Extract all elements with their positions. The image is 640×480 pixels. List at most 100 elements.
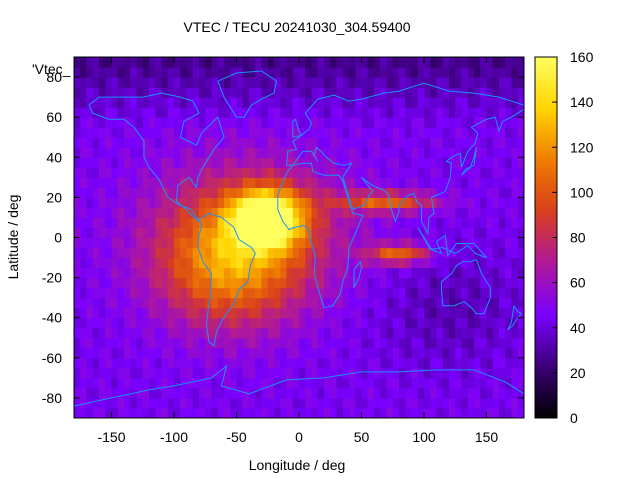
heatmap-cell — [467, 377, 475, 389]
heatmap-cell — [211, 347, 219, 359]
heatmap-cell — [492, 207, 500, 219]
heatmap-cell — [205, 207, 213, 219]
heatmap-cell — [180, 67, 188, 78]
heatmap-cell — [80, 257, 88, 269]
heatmap-cell — [442, 257, 450, 269]
heatmap-cell — [167, 377, 175, 389]
heatmap-cell — [499, 237, 506, 249]
heatmap-cell — [411, 377, 419, 389]
heatmap-cell — [492, 257, 500, 269]
heatmap-cell — [286, 167, 294, 178]
heatmap-cell — [317, 367, 325, 379]
heatmap-cell — [142, 127, 150, 138]
heatmap-cell — [105, 297, 113, 309]
heatmap-cell — [167, 267, 175, 279]
heatmap-cell — [230, 247, 238, 259]
heatmap-cell — [149, 227, 156, 239]
heatmap-cell — [167, 347, 175, 359]
heatmap-cell — [442, 397, 450, 409]
heatmap-cell — [399, 167, 406, 178]
heatmap-cell — [255, 397, 263, 409]
heatmap-cell — [405, 147, 413, 158]
heatmap-cell — [205, 147, 213, 158]
heatmap-cell — [117, 397, 125, 409]
heatmap-cell — [342, 117, 350, 128]
heatmap-cell — [349, 97, 356, 108]
coastline — [292, 118, 303, 138]
heatmap-cell — [167, 157, 175, 168]
heatmap-cell — [111, 257, 119, 269]
heatmap-cell — [492, 247, 500, 259]
heatmap-cell — [324, 227, 331, 239]
heatmap-cell — [517, 257, 524, 269]
heatmap-cell — [511, 167, 519, 178]
heatmap-cell — [399, 357, 406, 369]
heatmap-cell — [205, 287, 213, 299]
x-axis-label: Longitude / deg — [249, 457, 346, 473]
heatmap-cell — [499, 157, 506, 168]
heatmap-cell — [361, 207, 369, 219]
heatmap-cell — [124, 147, 131, 158]
heatmap-cell — [249, 347, 256, 359]
heatmap-cell — [211, 177, 219, 188]
heatmap-cell — [130, 257, 138, 269]
heatmap-cell — [292, 347, 300, 359]
heatmap-cell — [386, 327, 394, 339]
heatmap-cell — [455, 347, 463, 359]
heatmap-cell — [211, 287, 219, 299]
heatmap-cell — [292, 397, 300, 409]
heatmap-cell — [467, 387, 475, 399]
heatmap-cell — [211, 87, 219, 98]
heatmap-cell — [342, 307, 350, 319]
heatmap-cell — [380, 127, 388, 138]
heatmap-cell — [74, 407, 81, 418]
heatmap-cell — [224, 247, 231, 259]
heatmap-cell — [361, 247, 369, 259]
heatmap-cell — [136, 277, 144, 289]
heatmap-cell — [367, 157, 375, 168]
heatmap-cell — [517, 387, 524, 399]
heatmap-cell — [392, 237, 400, 249]
heatmap-cell — [280, 157, 288, 168]
heatmap-cell — [199, 307, 206, 319]
heatmap-cell — [449, 357, 456, 369]
heatmap-cell — [167, 237, 175, 249]
heatmap-cell — [480, 237, 488, 249]
heatmap-cell — [374, 347, 381, 359]
heatmap-cell — [474, 167, 481, 178]
heatmap-cell — [342, 287, 350, 299]
heatmap-cell — [499, 257, 506, 269]
heatmap-cell — [349, 407, 356, 418]
heatmap-cell — [511, 357, 519, 369]
heatmap-cell — [324, 267, 331, 279]
heatmap-cell — [324, 377, 331, 389]
heatmap-cell — [386, 247, 394, 259]
heatmap-cell — [105, 267, 113, 279]
heatmap-cell — [199, 397, 206, 409]
heatmap-cell — [142, 407, 150, 418]
heatmap-cell — [324, 367, 331, 379]
heatmap-cell — [330, 317, 338, 329]
heatmap-cell — [192, 257, 200, 269]
heatmap-cell — [274, 87, 281, 98]
heatmap-cell — [205, 247, 213, 259]
heatmap-cell — [149, 67, 156, 78]
heatmap-cell — [336, 357, 344, 369]
heatmap-cell — [236, 117, 244, 128]
heatmap-cell — [374, 197, 381, 209]
heatmap-cell — [336, 327, 344, 339]
heatmap-cell — [480, 107, 488, 118]
heatmap-cell — [217, 327, 225, 339]
heatmap-cell — [492, 237, 500, 249]
heatmap-cell — [299, 267, 306, 279]
heatmap-cell — [449, 177, 456, 188]
heatmap-cell — [286, 87, 294, 98]
heatmap-cell — [224, 257, 231, 269]
heatmap-cell — [511, 187, 519, 198]
heatmap-cell — [161, 57, 169, 68]
heatmap-cell — [99, 377, 106, 389]
heatmap-cell — [124, 337, 131, 349]
heatmap-cell — [242, 327, 250, 339]
heatmap-cell — [86, 67, 94, 78]
heatmap-cell — [92, 67, 100, 78]
